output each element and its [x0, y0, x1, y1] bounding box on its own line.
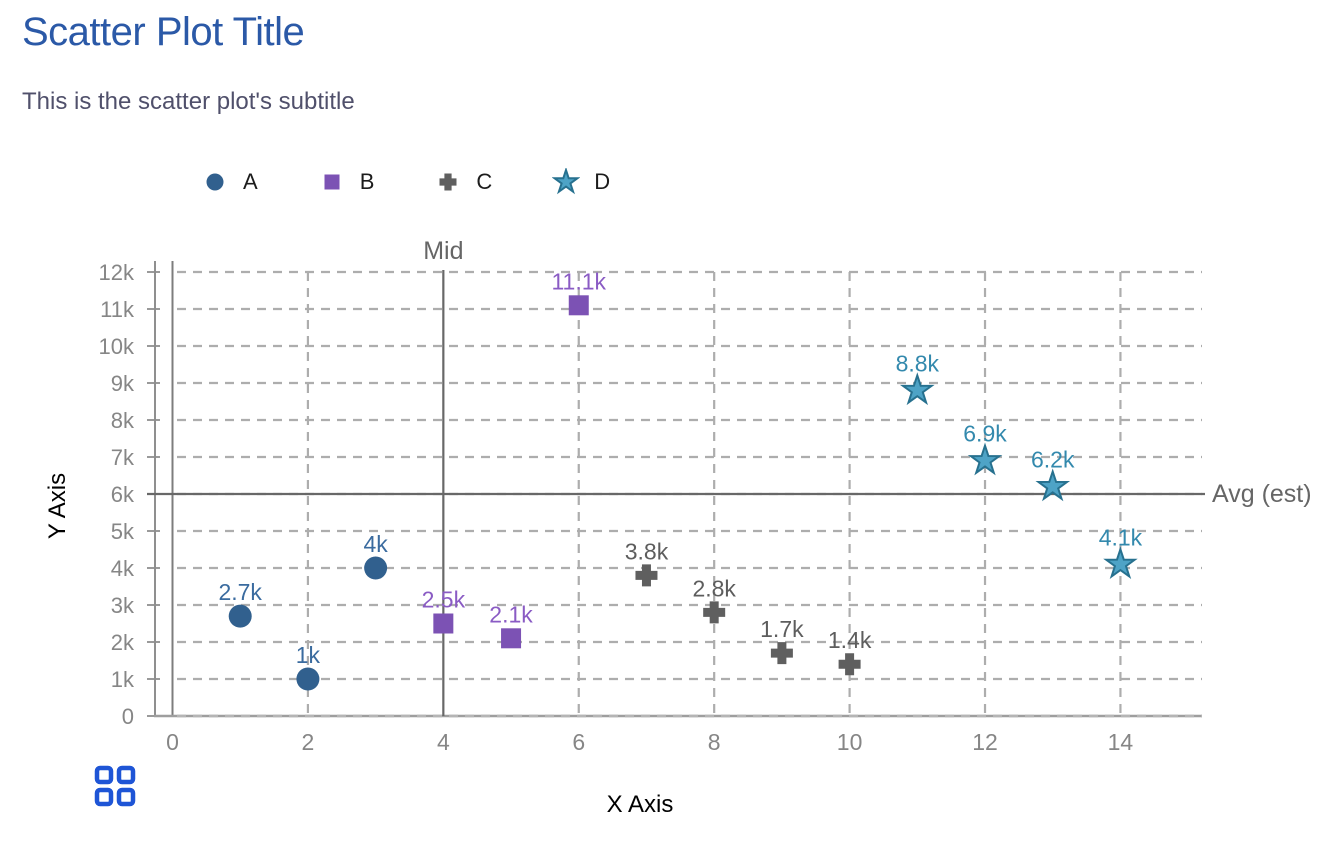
x-tick-label: 2: [302, 729, 315, 755]
data-point-label: 1k: [296, 642, 321, 668]
x-tick-label: 8: [708, 729, 721, 755]
data-point-D[interactable]: [1035, 468, 1071, 502]
legend-label: D: [594, 169, 611, 194]
y-tick-label: 1k: [111, 667, 135, 692]
data-point-label: 4.1k: [1099, 524, 1143, 550]
y-tick-label: 10k: [99, 334, 135, 359]
y-tick-label: 0: [122, 704, 134, 729]
x-tick-label: 6: [572, 729, 585, 755]
page-subtitle: This is the scatter plot's subtitle: [22, 88, 355, 115]
y-tick-label: 2k: [111, 630, 135, 655]
data-point-A[interactable]: [296, 667, 320, 691]
legend-item-C[interactable]: C: [434, 168, 492, 196]
data-point-A[interactable]: [364, 556, 388, 580]
data-point-A[interactable]: [228, 604, 252, 628]
data-point-C[interactable]: [838, 653, 861, 676]
data-point-D[interactable]: [967, 442, 1003, 476]
y-tick-label: 4k: [111, 556, 135, 581]
legend-plus-icon: [439, 173, 457, 191]
data-point-C[interactable]: [703, 601, 726, 624]
data-point-label: 4k: [363, 531, 388, 557]
y-tick-label: 11k: [100, 297, 135, 322]
legend-circle-icon: [206, 173, 224, 191]
y-tick-label: 12k: [99, 260, 135, 285]
grid-icon[interactable]: [94, 763, 136, 815]
legend-label: A: [243, 169, 258, 194]
y-tick-label: 7k: [111, 445, 135, 470]
legend-item-B[interactable]: B: [318, 168, 375, 196]
y-tick-label: 3k: [111, 593, 135, 618]
x-tick-label: 12: [972, 729, 998, 755]
data-point-label: 3.8k: [625, 538, 669, 564]
y-tick-label: 5k: [111, 519, 135, 544]
data-point-label: 1.4k: [828, 627, 872, 653]
data-point-C[interactable]: [770, 642, 793, 665]
reference-line-label: Mid: [423, 237, 463, 265]
y-tick-label: 6k: [111, 482, 135, 507]
legend-label: B: [359, 169, 375, 194]
x-tick-label: 10: [837, 729, 863, 755]
x-tick-label: 4: [437, 729, 450, 755]
data-point-label: 2.7k: [218, 579, 262, 605]
page-title: Scatter Plot Title: [22, 10, 305, 54]
chart-legend: A B C D: [201, 168, 610, 196]
data-point-label: 6.9k: [963, 421, 1007, 447]
data-point-label: 6.2k: [1031, 447, 1075, 473]
data-point-B[interactable]: [501, 628, 522, 649]
legend-label: C: [476, 169, 493, 194]
data-point-label: 8.8k: [896, 350, 940, 376]
data-point-label: 1.7k: [760, 616, 804, 642]
data-point-label: 11.1k: [551, 268, 606, 294]
y-axis-title: Y Axis: [44, 472, 71, 540]
data-point-B[interactable]: [568, 295, 589, 316]
y-tick-label: 8k: [111, 408, 135, 433]
data-point-label: 2.1k: [489, 601, 533, 627]
x-tick-label: 14: [1108, 729, 1134, 755]
data-point-label: 2.8k: [692, 575, 736, 601]
legend-square-icon: [324, 174, 340, 190]
data-point-D[interactable]: [899, 372, 935, 406]
legend-item-D[interactable]: D: [552, 168, 610, 196]
x-tick-label: 0: [166, 729, 179, 755]
x-axis-title: X Axis: [606, 791, 674, 818]
data-point-B[interactable]: [433, 613, 454, 634]
data-point-C[interactable]: [635, 564, 658, 587]
legend-item-A[interactable]: A: [201, 168, 258, 196]
legend-star-icon: [552, 168, 581, 195]
y-tick-label: 9k: [111, 371, 135, 396]
data-point-D[interactable]: [1103, 546, 1138, 579]
data-point-label: 2.5k: [422, 587, 466, 613]
reference-line-label: Avg (est): [1212, 480, 1312, 508]
